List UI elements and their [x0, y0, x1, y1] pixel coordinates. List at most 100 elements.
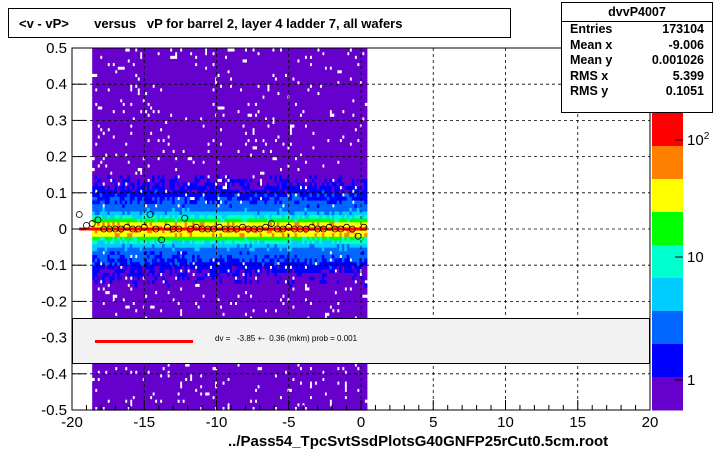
- heatmap-cell: [129, 62, 133, 67]
- heatmap-cell: [102, 120, 106, 125]
- heatmap-cell: [142, 297, 146, 302]
- heatmap-cell: [204, 84, 208, 89]
- heatmap-cell: [134, 297, 138, 302]
- heatmap-cell: [192, 373, 196, 378]
- heatmap-cell: [142, 243, 146, 248]
- heatmap-cell: [122, 391, 126, 397]
- heatmap-cell: [109, 181, 113, 187]
- heatmap-cell: [92, 236, 96, 241]
- heatmap-cell: [149, 247, 153, 252]
- heatmap-cell: [147, 283, 151, 288]
- heatmap-cell: [177, 283, 181, 288]
- heatmap-cell: [212, 84, 216, 89]
- heatmap-cell: [117, 221, 121, 226]
- heatmap-cell: [142, 73, 146, 78]
- heatmap-cell: [207, 305, 211, 310]
- heatmap-cell: [172, 116, 176, 121]
- heatmap-cell: [159, 221, 163, 226]
- heatmap-cell: [114, 250, 118, 255]
- heatmap-cell: [157, 254, 161, 259]
- heatmap-cell: [94, 373, 98, 378]
- heatmap-cell: [149, 279, 153, 284]
- heatmap-cell: [152, 87, 156, 92]
- heatmap-cell: [92, 192, 96, 197]
- heatmap-cell: [107, 258, 111, 263]
- heatmap-cell: [129, 196, 133, 201]
- heatmap-cell: [192, 221, 196, 226]
- heatmap-cell: [117, 185, 121, 190]
- heatmap-cell: [124, 261, 128, 266]
- heatmap-cell: [182, 124, 186, 129]
- heatmap-cell: [112, 207, 116, 212]
- heatmap-cell: [139, 283, 143, 288]
- heatmap-cell: [157, 62, 161, 67]
- heatmap-cell: [182, 276, 186, 281]
- heatmap-cell: [164, 283, 168, 288]
- heatmap-cell: [124, 58, 128, 64]
- heatmap-cell: [114, 258, 118, 263]
- heatmap-cell: [134, 80, 138, 85]
- heatmap-cell: [187, 377, 191, 382]
- heatmap-cell: [179, 73, 183, 78]
- heatmap-cell: [187, 250, 191, 255]
- heatmap-cell: [184, 178, 188, 183]
- heatmap-cell: [162, 261, 166, 266]
- heatmap-cell: [182, 58, 186, 64]
- heatmap-cell: [164, 250, 168, 255]
- heatmap-cell: [212, 406, 216, 411]
- heatmap-cell: [167, 221, 171, 226]
- heatmap-cell: [204, 102, 208, 107]
- heatmap-cell: [102, 308, 106, 313]
- heatmap-cell: [204, 308, 208, 313]
- heatmap-cell: [142, 95, 146, 100]
- heatmap-cell: [152, 395, 156, 400]
- heatmap-cell: [182, 258, 186, 263]
- heatmap-cell: [134, 391, 138, 397]
- heatmap-cell: [207, 160, 211, 165]
- heatmap-cell: [107, 362, 111, 368]
- heatmap-cell: [164, 185, 168, 190]
- heatmap-cell: [179, 218, 183, 223]
- heatmap-cell: [202, 214, 206, 219]
- heatmap-cell: [214, 276, 218, 281]
- heatmap-cell: [212, 362, 216, 368]
- heatmap-cell: [147, 109, 151, 114]
- heatmap-cell: [147, 297, 151, 302]
- heatmap-cell: [134, 55, 138, 60]
- heatmap-cell: [132, 377, 136, 382]
- heatmap-cell: [132, 124, 136, 129]
- heatmap-cell: [144, 290, 148, 295]
- heatmap-cell: [217, 232, 221, 237]
- heatmap-cell: [94, 167, 98, 172]
- heatmap-cell: [162, 192, 166, 197]
- heatmap-cell: [174, 127, 178, 132]
- heatmap-cell: [137, 55, 141, 60]
- heatmap-cell: [122, 239, 126, 245]
- heatmap-cell: [132, 145, 136, 150]
- heatmap-cell: [102, 239, 106, 245]
- heatmap-cell: [127, 181, 131, 187]
- heatmap-cell: [119, 160, 123, 165]
- heatmap-cell: [99, 84, 103, 89]
- heatmap-cell: [112, 171, 116, 176]
- heatmap-cell: [192, 87, 196, 92]
- heatmap-cell: [132, 265, 136, 270]
- heatmap-cell: [132, 399, 136, 404]
- heatmap-cell: [217, 377, 221, 382]
- heatmap-cell: [132, 134, 136, 140]
- heatmap-cell: [127, 207, 131, 212]
- heatmap-cell: [132, 250, 136, 255]
- heatmap-cell: [219, 232, 223, 237]
- heatmap-cell: [92, 391, 96, 397]
- heatmap-cell: [202, 247, 206, 252]
- heatmap-cell: [124, 156, 128, 161]
- heatmap-cell: [184, 305, 188, 310]
- heatmap-cell: [122, 77, 126, 82]
- heatmap-cell: [152, 145, 156, 150]
- heatmap-cell: [144, 127, 148, 132]
- heatmap-cell: [172, 105, 176, 111]
- heatmap-cell: [109, 399, 113, 404]
- heatmap-cell: [124, 370, 128, 375]
- heatmap-cell: [187, 286, 191, 292]
- heatmap-cell: [99, 290, 103, 295]
